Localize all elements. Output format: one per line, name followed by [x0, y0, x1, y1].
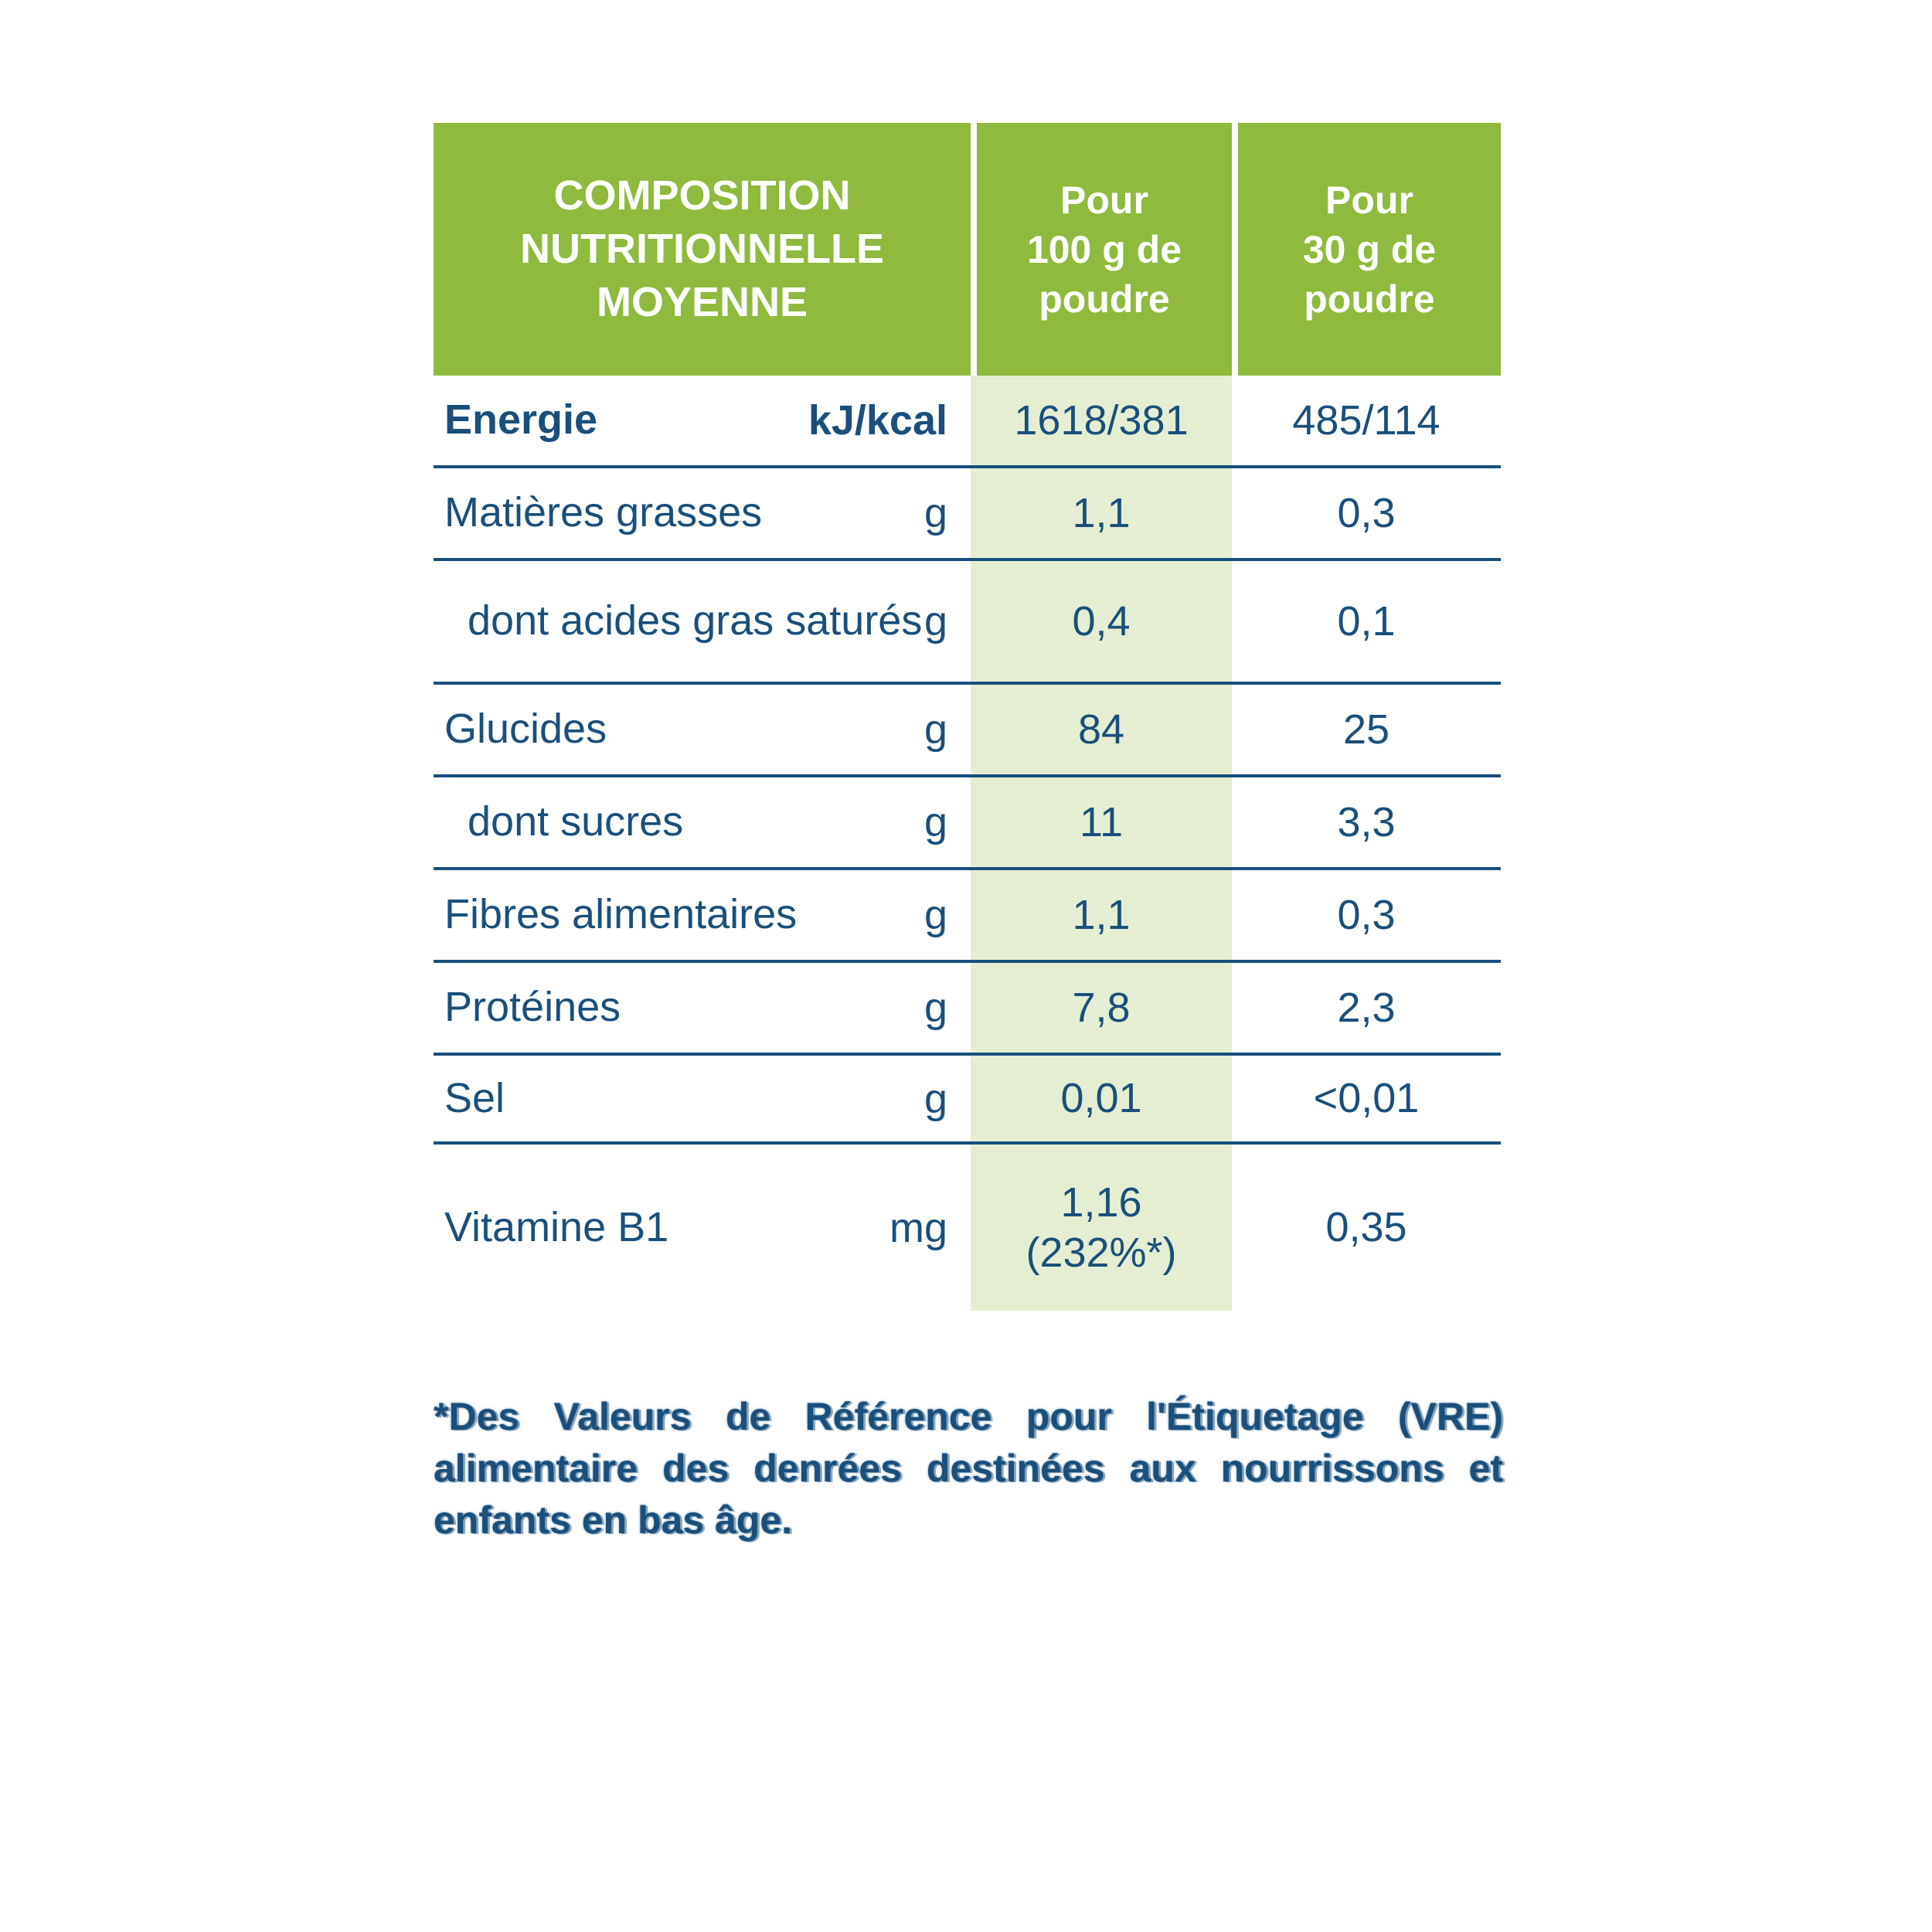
row-unit: g	[923, 598, 947, 645]
value-per-100g: 0,01	[971, 1056, 1232, 1141]
row-label: dont sucres	[468, 798, 684, 845]
row-unit: g	[923, 985, 947, 1031]
row-label: dont acides gras saturés	[468, 597, 923, 645]
footnote: *Des Valeurs de Référence pour l'Étiquet…	[434, 1395, 1503, 1542]
value-per-100g: 1,1	[971, 870, 1232, 960]
table-row-glucides: Glucides g 84 25	[434, 685, 1501, 777]
value-per-100g: 7,8	[971, 963, 1232, 1053]
header-col-per-30g: Pour 30 g de poudre	[1232, 123, 1501, 376]
value-per-100g: 1,1	[971, 468, 1232, 558]
value-per-100g: 1618/381	[971, 376, 1232, 465]
row-label: Glucides	[444, 706, 607, 753]
table-row-vitamine-b1: Vitamine B1 mg 1,16 (232%*) 0,35	[434, 1145, 1501, 1311]
value-per-30g: 0,35	[1325, 1204, 1407, 1251]
value-per-30g: 2,3	[1337, 984, 1396, 1031]
nutrition-table: COMPOSITION NUTRITIONNELLE MOYENNE Pour …	[434, 123, 1501, 1311]
row-unit: g	[923, 706, 947, 753]
value-per-30g: 485/114	[1292, 396, 1440, 444]
table-row-matieres-grasses: Matières grasses g 1,1 0,3	[434, 468, 1501, 561]
table-row-dont-sucres: dont sucres g 11 3,3	[434, 777, 1501, 870]
header-title: COMPOSITION NUTRITIONNELLE MOYENNE	[434, 123, 971, 376]
value-per-100g: 0,4	[971, 561, 1232, 682]
value-per-30g: 25	[1342, 706, 1390, 753]
row-label: Sel	[444, 1074, 505, 1121]
row-unit: mg	[889, 1204, 947, 1251]
value-per-100g: 11	[971, 777, 1232, 867]
table-row-energie: Energie kJ/kcal 1618/381 485/114	[434, 376, 1501, 468]
row-unit: g	[923, 799, 947, 845]
table-row-fibres: Fibres alimentaires g 1,1 0,3	[434, 870, 1501, 963]
value-per-30g: 0,3	[1337, 489, 1396, 536]
row-label: Energie	[444, 396, 598, 444]
row-label: Fibres alimentaires	[444, 891, 798, 938]
value-per-100g: 1,16 (232%*)	[971, 1145, 1232, 1311]
value-per-100g: 84	[971, 685, 1232, 774]
table-header: COMPOSITION NUTRITIONNELLE MOYENNE Pour …	[434, 123, 1501, 376]
value-per-30g: 3,3	[1337, 798, 1396, 845]
row-label: Protéines	[444, 984, 621, 1031]
row-unit: g	[923, 490, 947, 536]
row-label: Matières grasses	[444, 489, 763, 536]
row-unit: kJ/kcal	[808, 397, 947, 444]
row-unit: g	[923, 1075, 947, 1122]
value-per-30g: 0,1	[1337, 597, 1396, 645]
value-per-30g: <0,01	[1313, 1075, 1420, 1122]
value-per-30g: 0,3	[1337, 891, 1396, 938]
table-row-proteines: Protéines g 7,8 2,3	[434, 963, 1501, 1056]
table-row-sel: Sel g 0,01 <0,01	[434, 1056, 1501, 1145]
table-row-acides-gras-satures: dont acides gras saturés g 0,4 0,1	[434, 561, 1501, 685]
header-col-per-100g: Pour 100 g de poudre	[971, 123, 1232, 376]
row-label: Vitamine B1	[444, 1203, 669, 1250]
row-unit: g	[923, 892, 947, 938]
